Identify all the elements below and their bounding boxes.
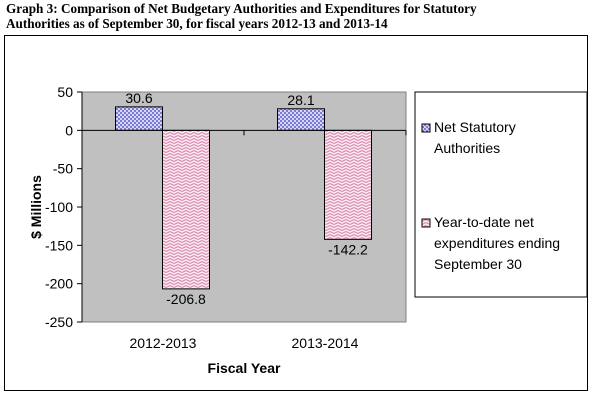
y-tick-label: -150 xyxy=(45,237,73,253)
y-axis-title: $ Millions xyxy=(28,175,44,239)
chart-title-line-1: Graph 3: Comparison of Net Budgetary Aut… xyxy=(6,1,477,16)
legend-label: Net Statutory xyxy=(434,119,516,135)
data-label: -206.8 xyxy=(166,291,206,307)
legend-box xyxy=(414,91,588,298)
y-tick-label: 50 xyxy=(57,84,73,100)
data-label: -142.2 xyxy=(328,241,368,257)
bar xyxy=(277,108,325,131)
bar xyxy=(115,106,163,131)
x-tick-label: 2013-2014 xyxy=(292,335,359,351)
x-axis-title: Fiscal Year xyxy=(208,360,281,376)
y-tick-label: -50 xyxy=(53,161,73,177)
data-label: 30.6 xyxy=(125,90,152,106)
y-tick-label: -250 xyxy=(45,314,73,330)
x-tick-label: 2012-2013 xyxy=(130,335,197,351)
bar xyxy=(324,129,372,240)
y-tick-label: -100 xyxy=(45,199,73,215)
y-tick-label: -200 xyxy=(45,276,73,292)
legend-label: Year-to-date net xyxy=(434,214,534,230)
y-tick-label: 0 xyxy=(65,122,73,138)
legend-swatch-expenditures xyxy=(421,218,431,228)
legend-swatch-net-statutory xyxy=(421,123,431,133)
legend-label: expenditures ending xyxy=(434,235,560,251)
legend-label: Authorities xyxy=(434,140,500,156)
data-label: 28.1 xyxy=(287,92,314,108)
bar xyxy=(162,129,210,290)
chart-title-line-2: Authorities as of September 30, for fisc… xyxy=(6,16,388,31)
chart-title: Graph 3: Comparison of Net Budgetary Aut… xyxy=(6,1,591,31)
legend-label: September 30 xyxy=(434,256,522,272)
